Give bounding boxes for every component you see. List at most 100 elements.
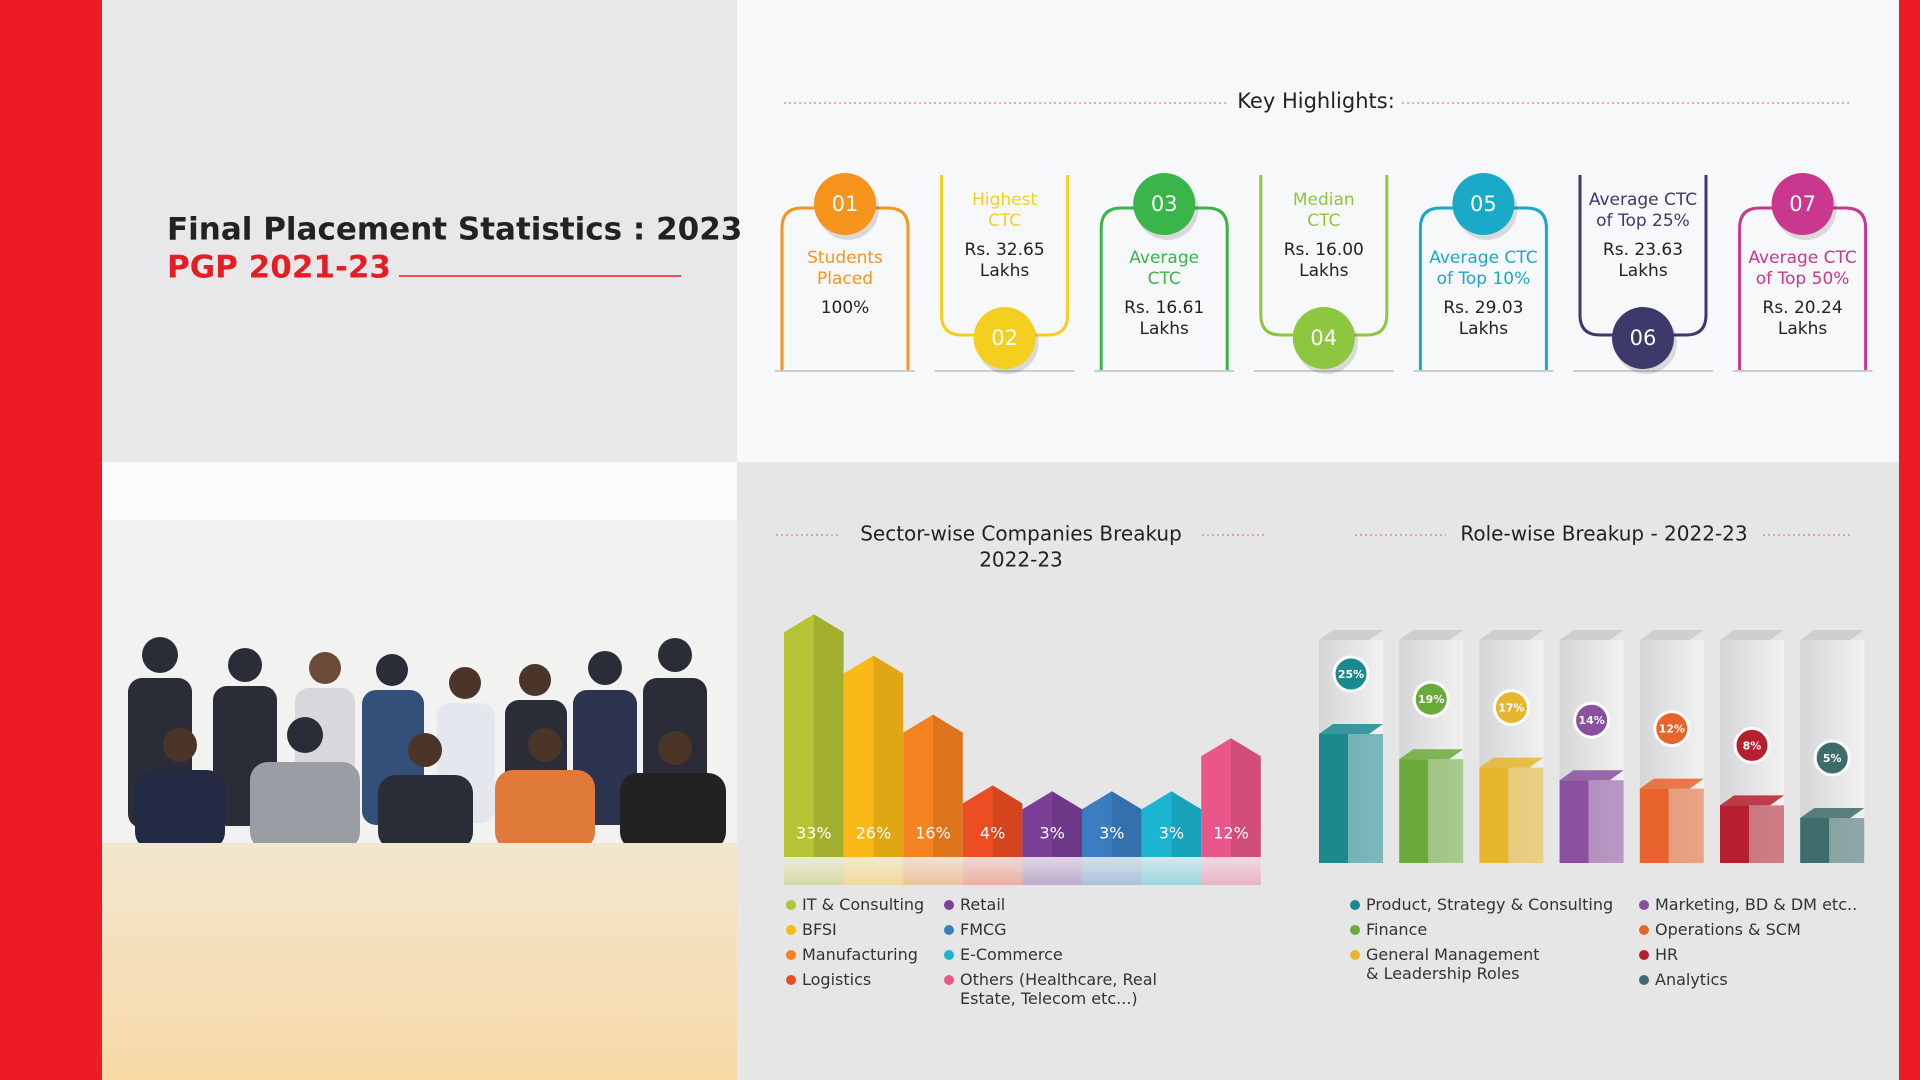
legend-dot — [1639, 900, 1649, 910]
legend-dot — [786, 950, 796, 960]
bar-top — [1800, 808, 1865, 818]
value-badge — [1653, 710, 1691, 748]
badge-number: 06 — [1630, 326, 1657, 350]
legend-label: Finance — [1366, 920, 1428, 939]
card-label: of Top 10% — [1437, 269, 1531, 289]
badge-number: 05 — [1470, 192, 1497, 216]
bar-shade — [992, 785, 1023, 857]
badge-number: 04 — [1310, 326, 1337, 350]
legend-dot — [1350, 900, 1360, 910]
value-badge — [1573, 701, 1611, 739]
people — [128, 637, 726, 850]
value-label: 12% — [1213, 824, 1249, 843]
legend-dot — [944, 925, 954, 935]
red-stripe — [0, 0, 102, 1080]
bar — [1082, 791, 1142, 857]
bar-side — [1749, 805, 1784, 863]
card-label: Highest — [972, 190, 1037, 210]
badge — [1771, 173, 1834, 235]
bar-top — [1639, 778, 1704, 789]
card-label: CTC — [988, 211, 1021, 231]
card-label: CTC — [1148, 269, 1181, 289]
legend-item: Operations & SCM — [1639, 920, 1857, 939]
value-label: 12% — [1659, 723, 1685, 736]
legend-dot — [1350, 950, 1360, 960]
card-value: Rs. 16.00 — [1284, 240, 1364, 260]
legend-label: E-Commerce — [960, 945, 1063, 964]
table — [102, 843, 737, 1080]
column-top — [1479, 630, 1544, 640]
card-label: Placed — [817, 269, 873, 289]
card-label: of Top 50% — [1756, 269, 1850, 289]
value-label: 19% — [1418, 693, 1444, 706]
card-label: Average CTC — [1589, 190, 1697, 210]
badge-number: 07 — [1789, 192, 1816, 216]
column-top — [1399, 630, 1464, 640]
legend-item: Finance — [1350, 920, 1613, 939]
bar-shade — [1111, 791, 1142, 857]
bar — [1800, 818, 1830, 863]
legend-label: Analytics — [1655, 970, 1728, 989]
title-panel — [102, 0, 737, 462]
bar — [843, 655, 904, 857]
bar-side — [1829, 818, 1865, 863]
legend: Retail FMCG E-Commerce Others (Healthcare, … — [944, 895, 1184, 1014]
value-label: 3% — [1099, 824, 1124, 843]
chart-subtitle: 2022-23 — [979, 548, 1063, 572]
value-label: 17% — [1498, 702, 1524, 715]
value-badge — [1412, 680, 1450, 718]
bar-side — [1508, 767, 1544, 863]
value-badge — [1492, 689, 1530, 727]
badge-number: 03 — [1151, 192, 1178, 216]
legend-item: General Management & Leadership Roles — [1350, 945, 1541, 983]
legend-dot — [786, 975, 796, 985]
value-label: 25% — [1338, 668, 1364, 681]
card-value: Lakhs — [1618, 261, 1668, 281]
legend-item: E-Commerce — [944, 945, 1184, 964]
card-value: Lakhs — [1459, 319, 1509, 339]
bar — [1559, 780, 1589, 863]
bar-top — [1559, 770, 1624, 781]
badge — [1133, 173, 1196, 235]
bar — [1720, 805, 1749, 863]
card-label: Average CTC — [1748, 248, 1856, 268]
value-label: 3% — [1159, 824, 1184, 843]
bar — [1319, 734, 1348, 863]
card-value: Lakhs — [1778, 319, 1828, 339]
legend-label: General Management & Leadership Roles — [1366, 945, 1540, 983]
legend-label: HR — [1655, 945, 1679, 964]
column-top — [1319, 630, 1383, 640]
red-stripe — [1899, 0, 1920, 1080]
card-value: 100% — [821, 298, 870, 318]
legend-dot — [944, 950, 954, 960]
photo — [102, 462, 737, 1080]
column-top — [1720, 630, 1784, 640]
bar-top — [1720, 795, 1784, 806]
badge — [814, 173, 876, 235]
column-top — [1559, 630, 1624, 640]
card-value: Lakhs — [980, 261, 1030, 281]
card-label: Median — [1293, 190, 1355, 210]
legend-item: Logistics — [786, 970, 924, 989]
column-top — [1639, 630, 1704, 640]
badge — [1292, 307, 1355, 369]
bar-top — [1319, 724, 1383, 734]
bar-top — [1399, 749, 1464, 760]
legend-item: Manufacturing — [786, 945, 924, 964]
legend-label: Logistics — [802, 970, 872, 989]
bar — [1141, 791, 1202, 857]
card-value: Rs. 23.63 — [1603, 240, 1683, 260]
bar-shade — [1171, 791, 1202, 857]
bar-side — [1588, 780, 1624, 863]
value-label: 8% — [1743, 739, 1762, 752]
bar-shade — [873, 655, 904, 857]
legend-item: HR — [1639, 945, 1857, 964]
column-top — [1800, 630, 1865, 640]
bar — [1479, 767, 1509, 863]
bar — [1201, 738, 1261, 857]
legend-label: IT & Consulting — [802, 895, 925, 914]
legend-item: Retail — [944, 895, 1184, 914]
value-label: 3% — [1040, 824, 1065, 843]
